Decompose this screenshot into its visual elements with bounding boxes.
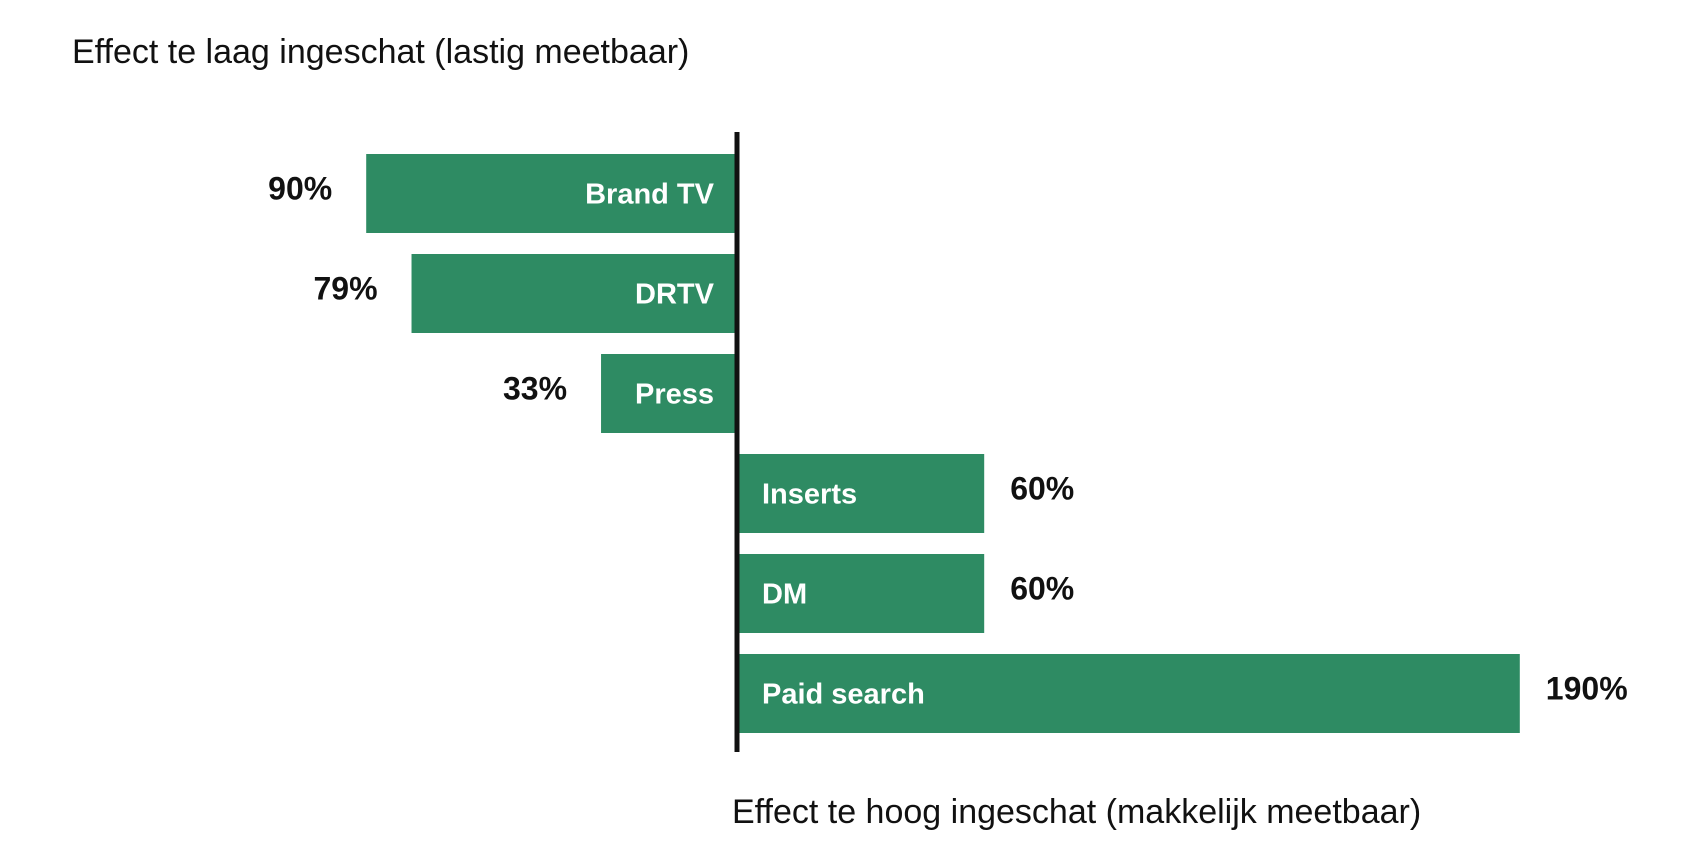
- category-label: DM: [762, 579, 807, 611]
- category-label: Inserts: [762, 479, 857, 511]
- value-label: 60%: [1010, 571, 1074, 607]
- value-label: 79%: [313, 271, 377, 307]
- category-label: Brand TV: [585, 179, 715, 211]
- bars-group: Brand TV 90% DRTV 79% Press 33% Inserts 60% DM 60…: [268, 154, 1627, 733]
- value-label: 33%: [503, 371, 567, 407]
- category-label: Press: [635, 379, 714, 411]
- category-label: DRTV: [635, 279, 715, 311]
- underestimated-label: Effect te laag ingeschat (lastig meetbaa…: [72, 33, 689, 71]
- overestimated-label: Effect te hoog ingeschat (makkelijk meet…: [732, 793, 1421, 831]
- value-label: 60%: [1010, 471, 1074, 507]
- category-label: Paid search: [762, 679, 925, 711]
- value-label: 90%: [268, 171, 332, 207]
- value-label: 190%: [1546, 671, 1628, 707]
